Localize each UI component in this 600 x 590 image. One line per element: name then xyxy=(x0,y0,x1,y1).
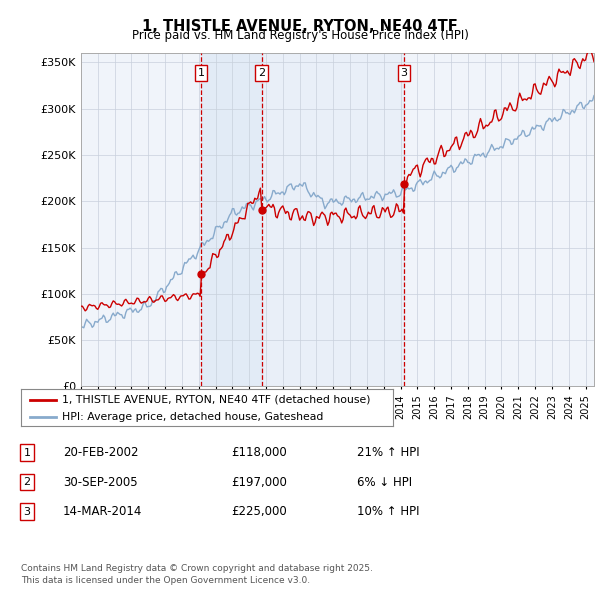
Text: 3: 3 xyxy=(401,68,407,78)
Text: 1: 1 xyxy=(197,68,205,78)
Text: Contains HM Land Registry data © Crown copyright and database right 2025.
This d: Contains HM Land Registry data © Crown c… xyxy=(21,565,373,585)
Text: 2: 2 xyxy=(23,477,31,487)
Text: 3: 3 xyxy=(23,507,31,516)
Text: 1, THISTLE AVENUE, RYTON, NE40 4TF: 1, THISTLE AVENUE, RYTON, NE40 4TF xyxy=(142,19,458,34)
Text: 1, THISTLE AVENUE, RYTON, NE40 4TF (detached house): 1, THISTLE AVENUE, RYTON, NE40 4TF (deta… xyxy=(62,395,370,405)
Text: 2: 2 xyxy=(258,68,265,78)
Text: £118,000: £118,000 xyxy=(231,446,287,459)
Bar xyxy=(262,53,404,386)
Text: 30-SEP-2005: 30-SEP-2005 xyxy=(63,476,137,489)
Text: 1: 1 xyxy=(23,448,31,457)
Bar xyxy=(201,53,262,386)
Text: £197,000: £197,000 xyxy=(231,476,287,489)
Text: 21% ↑ HPI: 21% ↑ HPI xyxy=(357,446,419,459)
Text: 20-FEB-2002: 20-FEB-2002 xyxy=(63,446,139,459)
Text: 14-MAR-2014: 14-MAR-2014 xyxy=(63,505,142,518)
Text: HPI: Average price, detached house, Gateshead: HPI: Average price, detached house, Gate… xyxy=(62,412,323,422)
Text: 6% ↓ HPI: 6% ↓ HPI xyxy=(357,476,412,489)
Text: 10% ↑ HPI: 10% ↑ HPI xyxy=(357,505,419,518)
Text: Price paid vs. HM Land Registry's House Price Index (HPI): Price paid vs. HM Land Registry's House … xyxy=(131,30,469,42)
Text: £225,000: £225,000 xyxy=(231,505,287,518)
